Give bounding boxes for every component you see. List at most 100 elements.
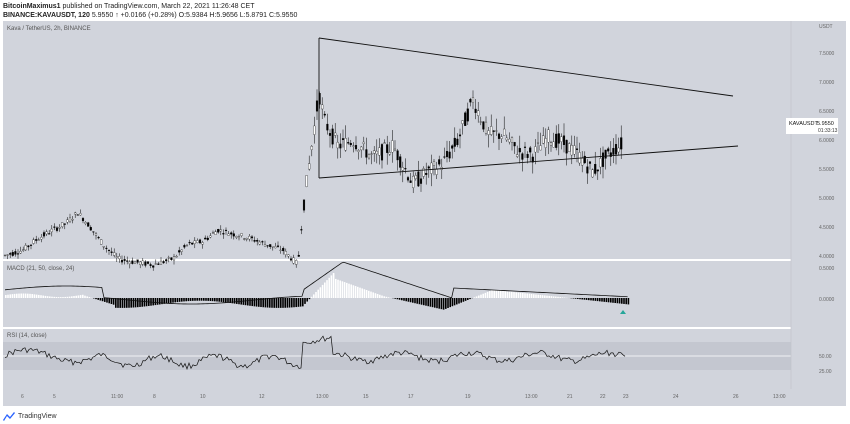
macd-bar [165,298,168,304]
macd-bar [88,297,91,298]
candle [536,131,540,153]
macd-bar [385,296,388,298]
macd-bar [284,298,286,308]
candle [245,237,248,242]
macd-bar [187,298,190,302]
candle [92,231,95,236]
candle [362,136,365,151]
macd-bar [473,297,476,298]
macd-bar [277,298,280,308]
macd-bar [401,298,403,301]
current-price-tag: KAVAUSDT 5.9550 01:33:13 [786,118,838,134]
macd-bar [77,295,80,298]
candle [79,209,82,216]
macd-bar [383,296,385,298]
trading-chart[interactable]: Kava / TetherUS, 2h, BINANCE MACD (21, 5… [3,21,846,406]
macd-bar [295,298,297,308]
candle [198,238,202,245]
candle [482,121,485,133]
macd-bar [616,298,619,304]
candle [427,165,430,178]
candle [63,223,66,230]
macd-bar [621,298,623,304]
upper-trendline[interactable] [318,37,734,97]
candle [237,234,241,241]
candle [185,244,189,247]
time-tick-label: 19 [465,394,471,400]
macd-pane[interactable] [3,261,791,327]
macd-bar [517,292,520,298]
price-pane[interactable] [3,21,791,259]
candle [479,116,482,126]
candle [178,246,181,256]
candle [308,155,311,171]
candle [37,237,40,241]
candle [373,146,376,162]
macd-bar [467,298,469,300]
macd-bar [588,298,590,301]
candle [170,257,173,261]
macd-bar [264,298,267,308]
candle [162,259,165,264]
macd-bar [7,294,9,298]
macd-bar [110,298,113,304]
macd-bar [434,298,436,308]
symbol-info: BINANCE:KAVAUSDT, 120 5.9550 ↑ +0.0166 (… [3,11,297,20]
macd-bar [354,286,357,298]
time-tick-labels: 6 5 11:00 8 10 12 13:00 15 17 19 13:00 21 22 23 24 26 13… [21,394,786,400]
macd-bar [361,288,363,298]
rsi-title: RSI (14, close) [7,333,47,339]
macd-bar [456,298,458,305]
macd-bar [515,292,517,298]
macd-bar [343,282,346,298]
macd-bar [163,298,165,304]
candle [211,230,215,234]
macd-bar [174,298,176,303]
candle [131,257,134,265]
macd-bar [313,294,315,298]
macd-bar [482,293,484,298]
price-tag-symbol: KAVAUSDT [789,121,818,127]
macd-bar [372,292,374,298]
candle [282,246,285,255]
publisher-name[interactable]: BitcoinMaximus1 [3,3,61,10]
macd-bar [599,298,601,302]
price-tick-label: 6.5000 [819,109,835,115]
candle [315,89,319,120]
candle [6,254,9,260]
macd-bar [561,297,564,298]
candle [123,255,126,265]
macd-bar [134,298,137,308]
macd-bar [462,298,465,302]
macd-bar [379,294,381,298]
candle [557,124,560,156]
candle [66,217,69,225]
candle [617,137,620,156]
macd-bar [66,296,69,298]
macd-bar [359,287,361,298]
macd-bar [214,298,216,302]
candle [430,154,433,187]
lower-trendline[interactable] [318,145,739,179]
candle [490,114,493,137]
macd-bar [612,298,614,303]
time-axis[interactable] [3,389,791,406]
price-axis[interactable] [791,21,846,406]
macd-bar [196,298,198,301]
candle [453,127,456,152]
candle [224,227,228,235]
macd-bar [132,298,135,308]
time-tick-label: 26 [733,394,739,400]
macd-bar [552,296,555,298]
candle [196,238,199,244]
macd-bar [526,293,528,298]
brand-name[interactable]: TradingView [18,412,57,420]
candle [352,142,355,153]
macd-bar [607,298,610,303]
macd-bar [137,298,139,308]
macd-bar [24,293,27,298]
macd-bar [249,298,251,306]
macd-bar [293,298,295,308]
candle [547,126,550,155]
candle [326,113,329,135]
